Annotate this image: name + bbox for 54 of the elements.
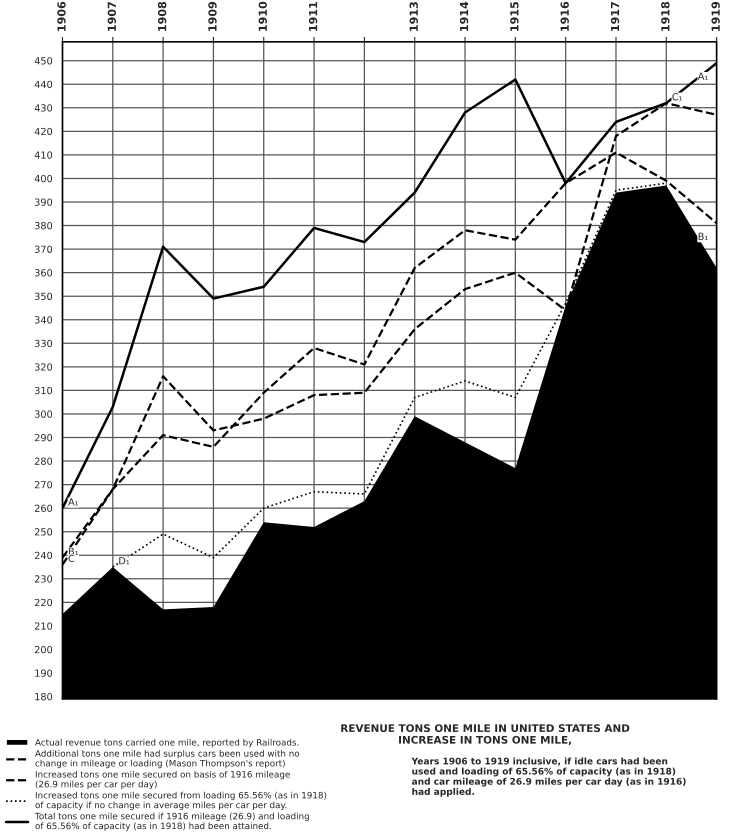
y-tick-label: 350 — [34, 292, 52, 300]
x-tick-label: 1908 — [158, 2, 166, 31]
y-tick-label: 180 — [35, 693, 52, 700]
annotation: A₁ — [68, 498, 78, 506]
annotation: C₁ — [672, 93, 682, 100]
y-tick-label: 320 — [34, 363, 52, 371]
y-tick-label: 200 — [34, 646, 52, 654]
y-tick-label: 430 — [34, 104, 52, 112]
annotation: B₁ — [698, 232, 708, 240]
legend-label: Increased tons one mile secured from loading 65.56% (as in 1918) of capacity if no change in average miles per car per day. — [35, 792, 326, 810]
x-tick-label: 1910 — [258, 2, 267, 31]
y-tick-label: 370 — [34, 246, 52, 253]
y-tick-label: 390 — [34, 198, 52, 206]
legend-label: Additional tons one mile had surplus cars been used with no change in mileage or loading (Mason Thompson's report) — [35, 750, 300, 768]
y-tick-label: 280 — [34, 458, 52, 465]
legend-label: Total tons one mile secured if 1916 mileage (26.9) and loading of 65.56% of capacity (as in 1918) had been attained. — [34, 812, 309, 831]
y-tick-label: 330 — [34, 340, 52, 348]
y-tick-label: 450 — [34, 57, 52, 65]
y-tick-label: 290 — [34, 434, 52, 442]
y-tick-label: 260 — [34, 504, 52, 512]
y-tick-label: 380 — [34, 222, 52, 230]
legend-label: Increased tons one mile secured on basis of 1916 mileage (26.9 miles per car per day) — [36, 770, 290, 790]
y-tick-label: 220 — [34, 598, 52, 606]
y-tick-label: 400 — [34, 174, 52, 182]
x-tick-label: 1916 — [560, 2, 569, 31]
x-tick-label: 1913 — [410, 2, 418, 31]
annotation: D₁ — [119, 557, 130, 564]
y-tick-label: 360 — [34, 269, 52, 276]
x-tick-label: 1907 — [108, 2, 116, 31]
x-tick-label: 1918 — [661, 2, 670, 31]
x-tick-label: 1917 — [610, 2, 620, 31]
y-tick-label: 240 — [34, 552, 52, 560]
y-tick-label: 250 — [34, 528, 52, 536]
y-tick-label: 440 — [34, 80, 52, 88]
x-tick-label: 1919 — [711, 2, 720, 31]
text: REVENUE TONS ONE MILE IN UNITED STATES AND INCREASE IN TONS ONE MILE, — [341, 724, 630, 746]
x-tick-label: 1911 — [308, 2, 318, 31]
x-tick-label: 1915 — [510, 2, 519, 31]
legend-label: Actual revenue tons carried one mile, reported by Railroads. — [35, 738, 298, 748]
y-tick-label: 410 — [34, 151, 52, 159]
x-tick-label: 1914 — [460, 2, 468, 31]
y-tick-label: 340 — [34, 316, 52, 324]
annotation: A₁ — [698, 72, 708, 80]
y-tick-label: 420 — [34, 128, 52, 136]
y-tick-label: 310 — [34, 386, 52, 394]
x-tick-label: 1909 — [208, 2, 217, 31]
annotation: C — [68, 554, 74, 562]
y-tick-label: 270 — [34, 481, 52, 488]
text: Years 1906 to 1919 inclusive, if idle cars had been used and loading of 65.56% of capacity (as in 1918) and car mileage of 26.9 miles per car day (as in 1916) had applied. — [412, 757, 686, 797]
y-tick-label: 210 — [34, 622, 52, 630]
y-tick-label: 230 — [34, 575, 52, 583]
x-tick-label: 1906 — [57, 2, 66, 31]
y-tick-label: 190 — [35, 669, 52, 677]
y-tick-label: 300 — [34, 410, 52, 418]
